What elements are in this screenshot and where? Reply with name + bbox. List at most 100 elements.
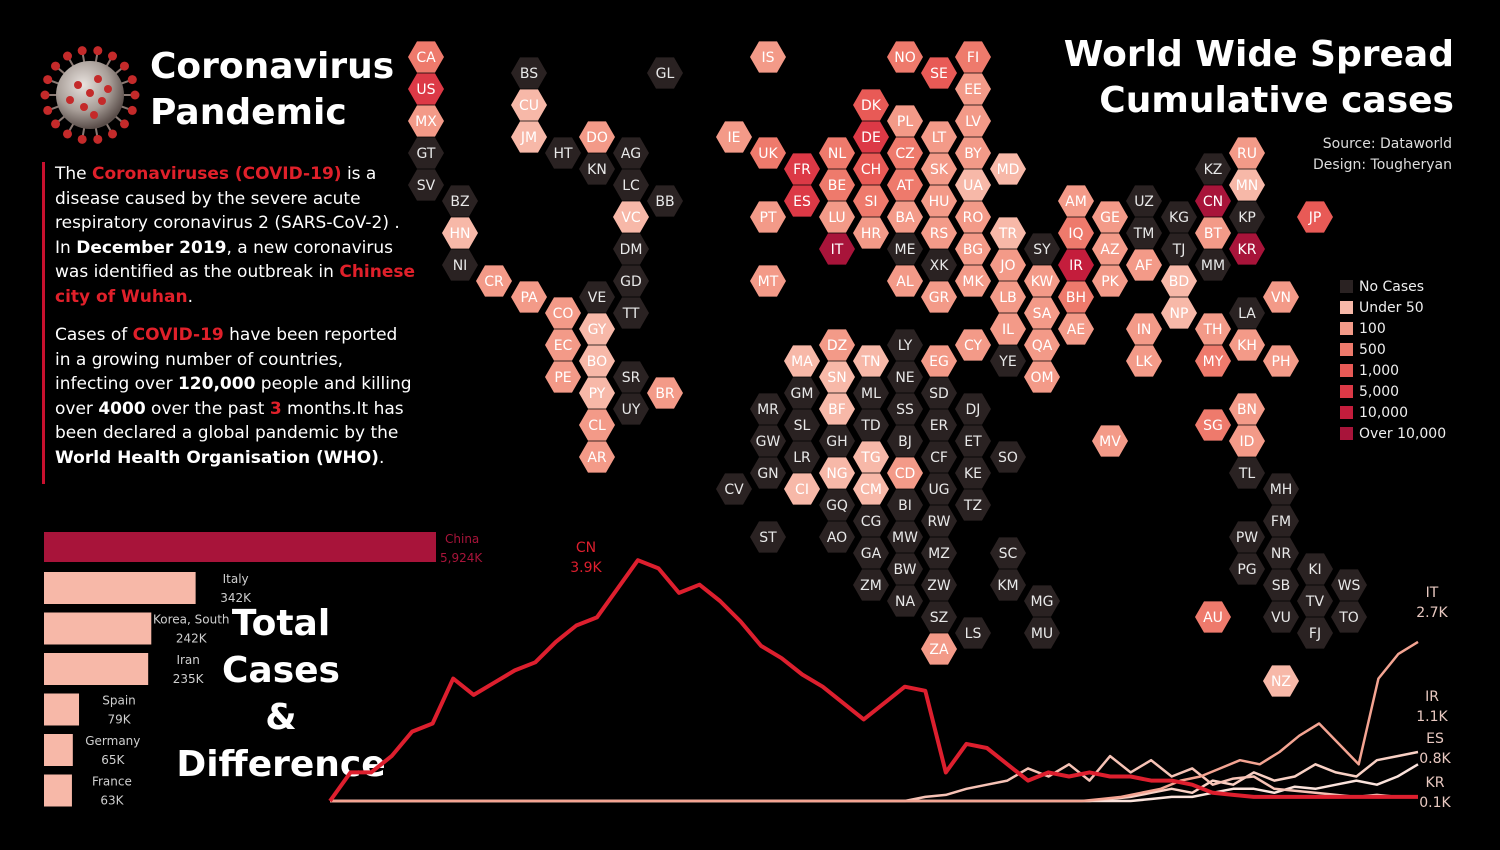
country-hex-me[interactable]: ME xyxy=(887,233,923,265)
country-hex-ee[interactable]: EE xyxy=(955,73,991,105)
country-hex-ls[interactable]: LS xyxy=(955,617,991,649)
country-hex-ng[interactable]: NG xyxy=(819,457,855,489)
country-hex-se[interactable]: SE xyxy=(921,57,957,89)
country-hex-sv[interactable]: SV xyxy=(408,169,444,201)
country-hex-kr[interactable]: KR xyxy=(1229,233,1265,265)
country-hex-pl[interactable]: PL xyxy=(887,105,923,137)
country-hex-bb[interactable]: BB xyxy=(647,185,683,217)
country-hex-ro[interactable]: RO xyxy=(955,201,991,233)
country-hex-mh[interactable]: MH xyxy=(1263,473,1299,505)
country-hex-cl[interactable]: CL xyxy=(579,409,615,441)
country-hex-km[interactable]: KM xyxy=(990,569,1026,601)
country-hex-mx[interactable]: MX xyxy=(408,105,444,137)
country-hex-rs[interactable]: RS xyxy=(921,217,957,249)
country-hex-kz[interactable]: KZ xyxy=(1195,153,1231,185)
country-hex-xk[interactable]: XK xyxy=(921,249,957,281)
country-hex-ly[interactable]: LY xyxy=(887,329,923,361)
country-hex-cd[interactable]: CD xyxy=(887,457,923,489)
country-hex-td[interactable]: TD xyxy=(853,409,889,441)
country-hex-mv[interactable]: MV xyxy=(1092,425,1128,457)
country-hex-mt[interactable]: MT xyxy=(750,265,786,297)
country-hex-pk[interactable]: PK xyxy=(1092,265,1128,297)
country-hex-lc[interactable]: LC xyxy=(613,169,649,201)
country-hex-bj[interactable]: BJ xyxy=(887,425,923,457)
country-hex-ru[interactable]: RU xyxy=(1229,137,1265,169)
country-hex-ss[interactable]: SS xyxy=(887,393,923,425)
country-hex-kw[interactable]: KW xyxy=(1024,265,1060,297)
country-hex-az[interactable]: AZ xyxy=(1092,233,1128,265)
country-hex-bo[interactable]: BO xyxy=(579,345,615,377)
country-hex-tr[interactable]: TR xyxy=(990,217,1026,249)
country-hex-mn[interactable]: MN xyxy=(1229,169,1265,201)
country-hex-hu[interactable]: HU xyxy=(921,185,957,217)
country-hex-id[interactable]: ID xyxy=(1229,425,1265,457)
country-hex-sk[interactable]: SK xyxy=(921,153,957,185)
country-hex-kp[interactable]: KP xyxy=(1229,201,1265,233)
country-hex-ug[interactable]: UG xyxy=(921,473,957,505)
country-hex-my[interactable]: MY xyxy=(1195,345,1231,377)
country-hex-tj[interactable]: TJ xyxy=(1161,233,1197,265)
country-hex-hn[interactable]: HN xyxy=(442,217,478,249)
country-hex-gd[interactable]: GD xyxy=(613,265,649,297)
country-hex-br[interactable]: BR xyxy=(647,377,683,409)
country-hex-de[interactable]: DE xyxy=(853,121,889,153)
country-hex-ch[interactable]: CH xyxy=(853,153,889,185)
country-hex-bn[interactable]: BN xyxy=(1229,393,1265,425)
country-hex-vu[interactable]: VU xyxy=(1263,601,1299,633)
country-hex-tt[interactable]: TT xyxy=(613,297,649,329)
country-hex-jp[interactable]: JP xyxy=(1297,201,1333,233)
country-hex-et[interactable]: ET xyxy=(955,425,991,457)
country-hex-py[interactable]: PY xyxy=(579,377,615,409)
country-hex-tm[interactable]: TM xyxy=(1126,217,1162,249)
country-hex-st[interactable]: ST xyxy=(750,521,786,553)
country-hex-fi[interactable]: FI xyxy=(955,41,991,73)
country-hex-am[interactable]: AM xyxy=(1058,185,1094,217)
country-hex-bh[interactable]: BH xyxy=(1058,281,1094,313)
country-hex-ni[interactable]: NI xyxy=(442,249,478,281)
country-hex-lv[interactable]: LV xyxy=(955,105,991,137)
country-hex-uk[interactable]: UK xyxy=(750,137,786,169)
country-hex-ma[interactable]: MA xyxy=(784,345,820,377)
country-hex-th[interactable]: TH xyxy=(1195,313,1231,345)
country-hex-cz[interactable]: CZ xyxy=(887,137,923,169)
country-hex-om[interactable]: OM xyxy=(1024,361,1060,393)
country-hex-cg[interactable]: CG xyxy=(853,505,889,537)
country-hex-cr[interactable]: CR xyxy=(476,265,512,297)
country-hex-al[interactable]: AL xyxy=(887,265,923,297)
country-hex-sy[interactable]: SY xyxy=(1024,233,1060,265)
country-hex-sc[interactable]: SC xyxy=(990,537,1026,569)
country-hex-lb[interactable]: LB xyxy=(990,281,1026,313)
country-hex-tz[interactable]: TZ xyxy=(955,489,991,521)
country-hex-lr[interactable]: LR xyxy=(784,441,820,473)
country-hex-no[interactable]: NO xyxy=(887,41,923,73)
country-hex-nr[interactable]: NR xyxy=(1263,537,1299,569)
country-hex-nz[interactable]: NZ xyxy=(1263,665,1299,697)
country-hex-cm[interactable]: CM xyxy=(853,473,889,505)
country-hex-gt[interactable]: GT xyxy=(408,137,444,169)
country-hex-fj[interactable]: FJ xyxy=(1297,617,1333,649)
country-hex-si[interactable]: SI xyxy=(853,185,889,217)
country-hex-cu[interactable]: CU xyxy=(511,89,547,121)
country-hex-mw[interactable]: MW xyxy=(887,521,923,553)
country-hex-dk[interactable]: DK xyxy=(853,89,889,121)
country-hex-np[interactable]: NP xyxy=(1161,297,1197,329)
country-hex-bi[interactable]: BI xyxy=(887,489,923,521)
country-hex-ye[interactable]: YE xyxy=(990,345,1026,377)
country-hex-is[interactable]: IS xyxy=(750,41,786,73)
country-hex-pt[interactable]: PT xyxy=(750,201,786,233)
country-hex-kn[interactable]: KN xyxy=(579,153,615,185)
country-hex-vc[interactable]: VC xyxy=(613,201,649,233)
country-hex-cf[interactable]: CF xyxy=(921,441,957,473)
country-hex-in[interactable]: IN xyxy=(1126,313,1162,345)
country-hex-lt[interactable]: LT xyxy=(921,121,957,153)
country-hex-sb[interactable]: SB xyxy=(1263,569,1299,601)
country-hex-iq[interactable]: IQ xyxy=(1058,217,1094,249)
country-hex-ws[interactable]: WS xyxy=(1331,569,1367,601)
country-hex-uz[interactable]: UZ xyxy=(1126,185,1162,217)
country-hex-hr[interactable]: HR xyxy=(853,217,889,249)
country-hex-sl[interactable]: SL xyxy=(784,409,820,441)
country-hex-sz[interactable]: SZ xyxy=(921,601,957,633)
country-hex-ba[interactable]: BA xyxy=(887,201,923,233)
country-hex-rw[interactable]: RW xyxy=(921,505,957,537)
country-hex-tv[interactable]: TV xyxy=(1297,585,1333,617)
